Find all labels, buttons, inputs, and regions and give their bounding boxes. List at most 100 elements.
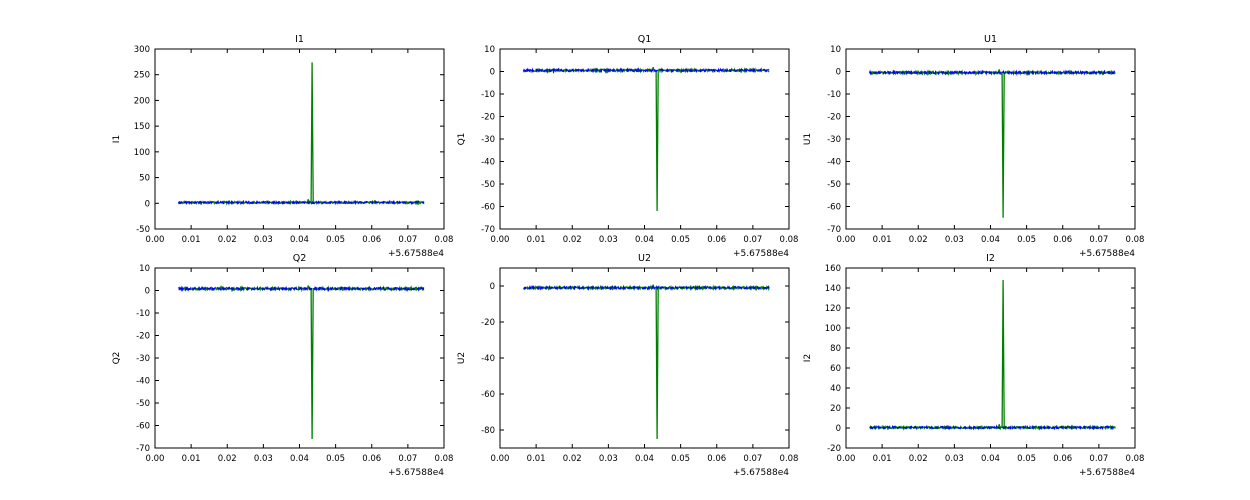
x-tick-label: 0.05 (326, 235, 345, 245)
subplot-U2: 0.00 0.01 0.02 0.03 0.04 0.05 0.06 0.07 0.08 -80 -… (457, 253, 798, 478)
y-tick-label: -20 (481, 113, 495, 123)
y-tick-label: -20 (136, 332, 150, 342)
series-blue-dashed-line (869, 424, 1116, 431)
y-tick-label: 0 (145, 199, 150, 209)
x-tick-label: 0.01 (873, 454, 892, 464)
axes-frame (499, 48, 790, 230)
x-tick-label: 0.01 (873, 235, 892, 245)
x-tick-label: 0.02 (563, 235, 582, 245)
y-tick-label: -30 (136, 354, 150, 364)
y-tick-label: 0 (836, 424, 841, 434)
series-blue-dashed-line (868, 69, 1116, 77)
x-tick-label: 0.03 (599, 454, 618, 464)
y-tick-label: 100 (825, 324, 841, 334)
subplot-U1: 0.00 0.01 0.02 0.03 0.04 0.05 0.06 0.07 0.08 -70 -… (803, 34, 1144, 259)
x-tick-label: 0.05 (326, 454, 345, 464)
x-offset-label: +5.67588e4 (1079, 249, 1135, 259)
x-tick-label: 0.08 (1126, 235, 1145, 245)
subplot-title: Q1 (638, 34, 652, 45)
y-tick-label: 300 (134, 45, 150, 55)
x-tick-label: 0.05 (671, 454, 690, 464)
x-tick-label: 0.00 (491, 454, 510, 464)
x-tick-label: 0.03 (945, 235, 964, 245)
y-tick-label: 10 (830, 45, 841, 55)
y-tick-label: -70 (481, 225, 495, 235)
y-tick-label: -40 (827, 158, 841, 168)
axes-frame (845, 48, 1136, 230)
series-blue-dashed-line (178, 285, 425, 293)
x-tick-label: 0.02 (218, 454, 237, 464)
y-tick-label: 10 (484, 45, 495, 55)
y-tick-label: -50 (481, 180, 495, 190)
y-tick-label: 250 (134, 71, 150, 81)
x-tick-label: 0.03 (254, 454, 273, 464)
x-tick-label: 0.02 (218, 235, 237, 245)
x-tick-label: 0.07 (743, 454, 762, 464)
y-tick-label: -40 (481, 354, 495, 364)
x-tick-label: 0.08 (780, 454, 799, 464)
axes-frame (499, 267, 790, 449)
subplot-title: U2 (638, 253, 651, 264)
y-tick-label: -70 (827, 225, 841, 235)
y-tick-label: -60 (827, 203, 841, 213)
series-green-line (869, 279, 1116, 431)
subplot-title: Q2 (293, 253, 307, 264)
x-tick-label: 0.08 (780, 235, 799, 245)
x-tick-label: 0.06 (1053, 454, 1072, 464)
x-tick-label: 0.06 (707, 454, 726, 464)
y-tick-label: -30 (481, 135, 495, 145)
x-tick-label: 0.01 (527, 235, 546, 245)
series-green-line (178, 285, 425, 440)
x-tick-label: 0.05 (671, 235, 690, 245)
y-axis-label: U2 (457, 352, 467, 364)
series-blue-dashed-line (177, 199, 425, 206)
y-tick-label: -50 (827, 180, 841, 190)
y-tick-label: 120 (825, 304, 841, 314)
subplot-I1: 0.00 0.01 0.02 0.03 0.04 0.05 0.06 0.07 0.08 -50 0… (112, 34, 453, 259)
x-tick-label: 0.00 (837, 454, 856, 464)
x-tick-label: 0.07 (743, 235, 762, 245)
y-tick-label: -60 (481, 203, 495, 213)
subplot-title: I1 (295, 34, 304, 45)
series-green-line (523, 284, 770, 440)
x-tick-label: 0.03 (945, 454, 964, 464)
y-tick-label: 60 (830, 364, 841, 374)
subplot-title: U1 (984, 34, 997, 45)
y-tick-label: 200 (134, 96, 150, 106)
x-tick-label: 0.01 (182, 454, 201, 464)
y-axis-label: I2 (803, 354, 813, 362)
y-tick-label: 140 (825, 284, 841, 294)
series-green-line (522, 66, 770, 212)
x-tick-label: 0.07 (1089, 454, 1108, 464)
x-tick-label: 0.06 (707, 235, 726, 245)
x-tick-label: 0.00 (837, 235, 856, 245)
y-tick-label: -40 (136, 377, 150, 387)
subplot-Q2: 0.00 0.01 0.02 0.03 0.04 0.05 0.06 0.07 0.08 -70 -… (112, 253, 453, 478)
x-tick-label: 0.04 (290, 235, 309, 245)
y-tick-label: -10 (136, 309, 150, 319)
x-tick-label: 0.03 (254, 235, 273, 245)
y-tick-label: -10 (827, 90, 841, 100)
x-tick-label: 0.00 (146, 235, 165, 245)
x-tick-label: 0.06 (362, 454, 381, 464)
y-tick-label: -60 (481, 390, 495, 400)
y-tick-label: 150 (134, 122, 150, 132)
y-tick-label: 0 (490, 282, 495, 292)
y-tick-label: 10 (139, 264, 150, 274)
axes-frame (845, 267, 1136, 449)
y-tick-label: -50 (136, 399, 150, 409)
y-tick-label: -10 (481, 90, 495, 100)
series-green-line (868, 69, 1116, 218)
y-tick-label: 20 (830, 404, 841, 414)
subplot-Q1: 0.00 0.01 0.02 0.03 0.04 0.05 0.06 0.07 0.08 -70 -… (457, 34, 798, 259)
x-tick-label: 0.06 (1053, 235, 1072, 245)
x-tick-label: 0.01 (527, 454, 546, 464)
y-axis-label: Q2 (112, 352, 122, 365)
x-tick-label: 0.07 (398, 235, 417, 245)
x-tick-label: 0.08 (1126, 454, 1145, 464)
x-tick-label: 0.02 (909, 235, 928, 245)
x-tick-label: 0.04 (290, 454, 309, 464)
y-tick-label: -20 (827, 444, 841, 454)
x-tick-label: 0.08 (435, 235, 454, 245)
